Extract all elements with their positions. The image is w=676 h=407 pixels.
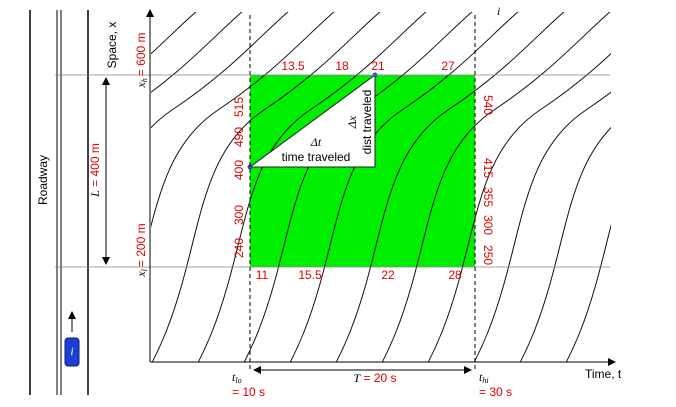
position-label: 300 — [481, 215, 495, 235]
trajectory — [197, 12, 427, 362]
var: t — [232, 370, 236, 384]
sub: lo — [235, 376, 241, 385]
time-label: 13.5 — [281, 59, 305, 73]
time-label: 28 — [448, 268, 462, 282]
var: x — [134, 82, 148, 89]
trajectory — [151, 12, 335, 228]
trajectory — [151, 12, 289, 129]
trajectory — [151, 12, 381, 362]
time-label: 27 — [441, 59, 455, 73]
var: t — [479, 370, 483, 384]
dx-text: dist traveled — [360, 90, 374, 155]
position-label: 355 — [481, 187, 495, 207]
trajectory — [473, 91, 611, 362]
position-label: 240 — [232, 238, 246, 258]
x-low-label: xl= 200 m — [134, 223, 149, 277]
time-label: 11 — [256, 268, 269, 282]
value: = 200 m — [134, 223, 148, 267]
position-label: 300 — [232, 205, 246, 225]
var: T — [353, 371, 361, 385]
vehicle-label: i — [70, 344, 73, 358]
sub: h — [140, 78, 149, 82]
position-label: 400 — [232, 160, 246, 180]
trajectory-label: i — [497, 4, 500, 18]
var: x — [134, 271, 148, 278]
trajectory — [0, 0, 30, 407]
position-label: 490 — [232, 127, 246, 147]
trajectory — [427, 53, 611, 362]
position-label: 540 — [481, 95, 495, 115]
t-low-value: = 10 s — [232, 385, 265, 399]
x-high-label: xh = 600 m — [134, 32, 149, 88]
position-label: 250 — [481, 245, 495, 265]
dt-text: time traveled — [282, 150, 351, 164]
t-low-label: tlo — [232, 370, 242, 385]
time-label: 18 — [335, 59, 349, 73]
travel-triangle — [248, 74, 376, 168]
dt-label: Δt — [310, 135, 322, 149]
dx-label: Δx — [345, 115, 359, 129]
trajectory — [335, 12, 565, 362]
trajectory — [381, 12, 611, 362]
position-label: 515 — [232, 97, 246, 117]
y-axis-label: Space, x — [105, 22, 119, 69]
point — [247, 164, 253, 170]
time-label: 15.5 — [298, 268, 322, 282]
span-label: T = 20 s — [353, 371, 396, 385]
position-label: 415 — [481, 158, 495, 178]
sub: hi — [482, 376, 488, 385]
trajectory — [519, 126, 611, 362]
sub: l — [140, 268, 149, 271]
trajectory — [289, 12, 519, 362]
time-label: 22 — [381, 268, 395, 282]
t-high-label: thi — [479, 370, 489, 385]
road-label: Roadway — [36, 155, 50, 205]
trajectory — [565, 223, 611, 362]
value: = 400 m — [88, 143, 102, 187]
time-label: 21 — [371, 59, 385, 73]
length-label: L = 400 m — [88, 143, 102, 198]
value: = 600 m — [134, 32, 148, 76]
value: = 20 s — [364, 371, 397, 385]
var: L — [88, 190, 102, 198]
t-high-value: = 30 s — [479, 385, 512, 399]
x-axis-label: Time, t — [585, 367, 622, 381]
vehicle — [64, 337, 80, 367]
